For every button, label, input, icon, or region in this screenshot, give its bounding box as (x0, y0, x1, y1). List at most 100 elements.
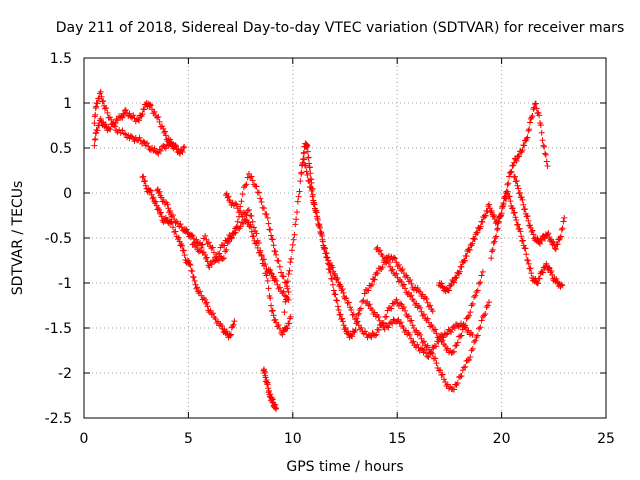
data-point (361, 290, 368, 297)
data-point (208, 311, 215, 318)
data-point (418, 345, 425, 352)
data-point (464, 357, 471, 364)
data-point (474, 229, 481, 236)
series-track-n (511, 173, 568, 253)
data-point (516, 225, 523, 232)
data-point (521, 206, 528, 213)
data-point (330, 287, 337, 294)
data-point (540, 142, 547, 149)
data-point (523, 213, 530, 220)
data-point (450, 279, 457, 286)
data-point (467, 354, 474, 361)
data-point (340, 289, 347, 296)
data-point (207, 260, 214, 267)
data-point (248, 173, 255, 180)
data-point (518, 194, 525, 201)
data-point (273, 319, 280, 326)
data-point (267, 226, 274, 233)
data-point (232, 200, 239, 207)
data-point (420, 311, 427, 318)
data-point (442, 343, 449, 349)
data-point (189, 241, 196, 248)
data-point (323, 249, 330, 256)
x-tick-label: 5 (184, 431, 193, 447)
data-point (147, 102, 154, 109)
data-point (189, 232, 196, 239)
data-point (417, 331, 424, 338)
data-point (294, 198, 301, 205)
data-point (343, 295, 350, 302)
series-track-l (435, 100, 551, 295)
data-point (161, 144, 168, 151)
data-point (407, 293, 414, 300)
data-point (142, 182, 149, 189)
data-point (488, 248, 495, 255)
data-point (307, 184, 314, 191)
data-point (206, 309, 213, 316)
data-point (462, 363, 469, 370)
data-point (97, 88, 104, 95)
data-point (505, 193, 512, 200)
y-tick-label: -0.5 (45, 231, 72, 247)
data-point (399, 305, 406, 312)
data-point (482, 310, 489, 317)
data-point (172, 228, 179, 235)
data-point (190, 240, 197, 247)
data-point (285, 289, 292, 295)
data-point (524, 134, 531, 141)
data-point (285, 271, 292, 277)
data-point (264, 277, 271, 284)
data-point (316, 221, 323, 228)
data-point (533, 105, 540, 112)
data-point (140, 138, 147, 145)
data-point (353, 315, 360, 322)
data-point (225, 238, 232, 245)
data-point (157, 209, 164, 216)
data-point (401, 328, 408, 335)
data-point (523, 136, 530, 142)
data-point (160, 142, 167, 149)
data-point (552, 246, 559, 253)
data-point (380, 256, 387, 263)
data-point (424, 353, 431, 360)
data-point (172, 143, 179, 150)
data-point (139, 111, 146, 118)
data-point (238, 219, 245, 226)
data-point (141, 178, 148, 185)
data-point (463, 253, 470, 260)
data-point (405, 289, 412, 296)
data-point (252, 240, 259, 247)
data-point (204, 303, 211, 310)
data-point (505, 180, 512, 187)
data-point (549, 271, 556, 278)
data-point (250, 233, 257, 240)
data-point (514, 182, 521, 189)
data-point (321, 245, 328, 252)
data-point (559, 282, 566, 289)
data-point (450, 348, 457, 355)
data-point (147, 187, 154, 194)
data-point (92, 111, 99, 118)
data-point (193, 236, 200, 243)
data-point (223, 246, 230, 253)
data-point (461, 257, 468, 264)
data-point (276, 325, 283, 332)
data-point (195, 290, 202, 297)
data-point (483, 304, 490, 311)
data-point (102, 121, 109, 128)
data-point (445, 326, 452, 333)
data-point (397, 319, 404, 326)
data-point (516, 190, 523, 197)
data-point (423, 350, 430, 357)
data-point (432, 326, 439, 333)
data-point (279, 290, 286, 297)
data-point (419, 312, 426, 319)
data-point (291, 231, 298, 238)
data-point (268, 270, 275, 277)
data-point (212, 316, 219, 322)
data-point (267, 267, 274, 274)
data-point (268, 232, 275, 239)
data-point (156, 188, 163, 195)
data-point (248, 223, 255, 230)
data-point (417, 289, 424, 295)
